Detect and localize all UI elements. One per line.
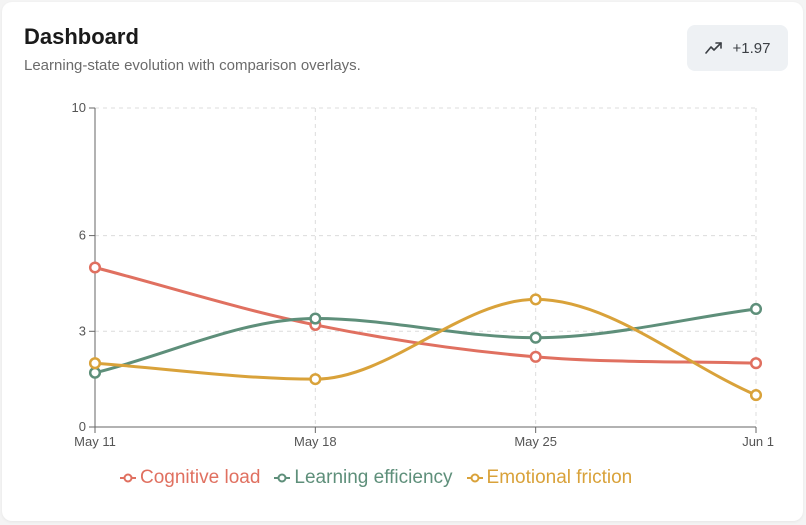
axis-ticks: 0 3 6 10 May 11 May 18 May 25 Jun 1 <box>72 100 774 449</box>
axes <box>94 108 756 428</box>
series-line <box>93 307 758 375</box>
page-subtitle: Learning-state evolution with comparison… <box>24 57 361 74</box>
data-point[interactable] <box>529 350 542 363</box>
data-point[interactable] <box>309 373 322 386</box>
y-tick-label: 10 <box>72 100 86 115</box>
data-point[interactable] <box>749 357 763 370</box>
y-tick-label: 3 <box>79 323 86 338</box>
x-tick-label: May 11 <box>74 434 116 449</box>
trend-value: +1.97 <box>732 39 771 57</box>
series-group <box>88 261 763 402</box>
legend-item[interactable]: Learning efficiency <box>274 467 453 489</box>
x-tick-label: Jun 1 <box>742 434 774 449</box>
data-point[interactable] <box>749 389 763 402</box>
legend-swatch-icon <box>466 473 483 483</box>
y-tick-label: 0 <box>79 419 86 434</box>
data-point[interactable] <box>749 302 763 316</box>
data-point[interactable] <box>529 293 542 306</box>
legend-swatch-icon <box>274 473 291 483</box>
y-tick-label: 6 <box>79 228 86 243</box>
x-tick-label: May 18 <box>294 434 337 449</box>
data-point[interactable] <box>88 261 102 274</box>
trend-badge[interactable]: +1.97 <box>687 25 788 71</box>
legend-label: Learning efficiency <box>294 467 453 488</box>
legend-swatch-icon <box>120 473 136 483</box>
x-tick-label: May 25 <box>514 434 557 449</box>
grid-lines <box>95 107 757 427</box>
legend-item[interactable]: Emotional friction <box>466 467 633 489</box>
data-point[interactable] <box>529 331 542 344</box>
legend-item[interactable]: Cognitive load <box>120 467 260 489</box>
chart-legend: Cognitive load Learning efficiency Emotion… <box>120 467 632 489</box>
trending-up-icon <box>704 42 723 54</box>
data-point[interactable] <box>88 357 102 370</box>
series-line <box>93 266 758 365</box>
page-title: Dashboard <box>24 24 139 49</box>
data-point[interactable] <box>88 366 102 379</box>
series-line <box>93 297 758 397</box>
data-point[interactable] <box>309 312 322 325</box>
legend-label: Cognitive load <box>140 467 261 488</box>
legend-label: Emotional friction <box>486 467 633 488</box>
